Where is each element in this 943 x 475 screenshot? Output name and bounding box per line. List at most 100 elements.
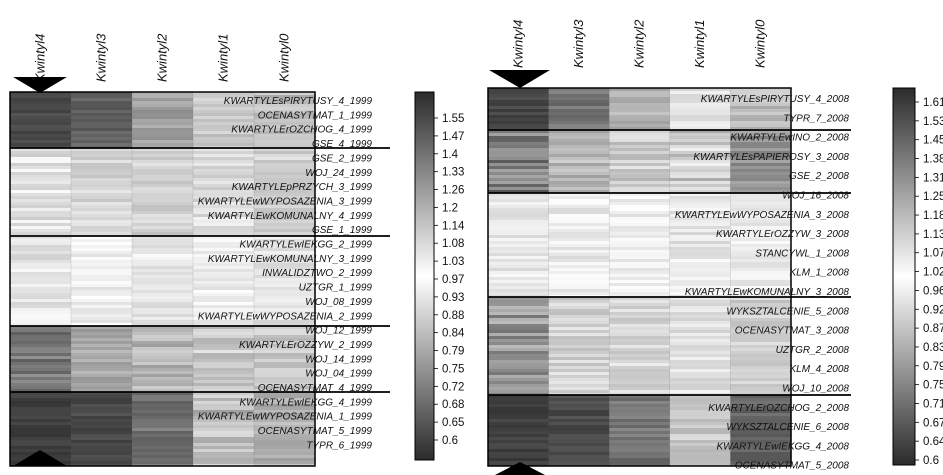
left-cell <box>132 398 194 402</box>
left-cell <box>254 217 316 221</box>
left-cell <box>254 464 316 467</box>
left-cell <box>254 290 316 294</box>
left-cell <box>254 169 316 173</box>
right-cell <box>669 443 731 447</box>
left-cell <box>71 92 133 96</box>
right-cell <box>548 157 610 161</box>
left-cell <box>254 208 316 212</box>
right-cell <box>669 115 731 119</box>
left-cell <box>10 208 72 212</box>
right-colorbar-tick-label: 0.87 <box>923 323 943 335</box>
right-cell <box>730 375 792 379</box>
right-cell <box>488 336 550 340</box>
left-row-label: WOJ_24_1999 <box>305 168 372 179</box>
left-cell <box>71 239 133 243</box>
right-cell <box>669 256 731 260</box>
left-cell <box>193 169 255 173</box>
right-cell <box>488 342 550 346</box>
right-cell <box>730 253 792 257</box>
left-cell <box>71 290 133 294</box>
right-cell <box>548 339 610 343</box>
left-cell <box>71 371 133 375</box>
right-cell <box>730 274 792 278</box>
left-cell <box>71 278 133 282</box>
right-cell <box>488 280 550 284</box>
left-cell <box>71 362 133 366</box>
right-cell <box>669 154 731 158</box>
right-cell <box>669 184 731 188</box>
right-cell <box>609 369 671 373</box>
right-cell <box>488 253 550 257</box>
right-cell <box>488 169 550 173</box>
left-cell <box>254 296 316 300</box>
right-cell <box>669 369 731 373</box>
right-cell <box>669 262 731 266</box>
right-cell <box>488 345 550 349</box>
left-cell <box>132 187 194 191</box>
right-cell <box>548 202 610 206</box>
right-cell <box>730 303 792 307</box>
left-cell <box>254 110 316 114</box>
right-cell <box>669 464 731 467</box>
left-cell <box>132 419 194 423</box>
left-cell <box>254 223 316 227</box>
right-cell <box>609 100 671 104</box>
right-cell <box>488 449 550 453</box>
left-cell <box>254 278 316 282</box>
right-cell <box>669 142 731 146</box>
left-cell <box>132 98 194 102</box>
left-cell <box>132 347 194 351</box>
left-cell <box>132 169 194 173</box>
left-cell <box>193 374 255 378</box>
left-cell <box>71 101 133 105</box>
left-cell <box>132 217 194 221</box>
right-column-label: Kwintyl3 <box>571 19 586 68</box>
right-cell <box>730 124 792 128</box>
right-cell <box>488 330 550 334</box>
right-cell <box>669 178 731 182</box>
left-colorbar-tick-label: 1.03 <box>442 256 464 268</box>
right-cell <box>730 223 792 227</box>
right-cell <box>488 160 550 164</box>
right-cell <box>548 181 610 185</box>
right-cell <box>488 175 550 179</box>
right-cell <box>488 211 550 215</box>
left-cell <box>254 154 316 158</box>
right-cell <box>669 124 731 128</box>
right-cell <box>669 413 731 417</box>
left-cell <box>71 311 133 315</box>
left-row-label: KWARTYLEwWYPOSAZENIA_3_1999 <box>198 196 373 207</box>
right-cell <box>609 196 671 200</box>
right-cell <box>609 413 671 417</box>
left-cell <box>10 187 72 191</box>
left-cell <box>71 413 133 417</box>
left-cell <box>10 287 72 291</box>
left-row-label: KWARTYLEwIEKGG_2_1999 <box>240 240 373 251</box>
left-cell <box>254 350 316 354</box>
right-cell <box>730 431 792 435</box>
left-row-label: KWARTYLEsPIRYTUSY_4_1999 <box>224 96 373 107</box>
right-cell <box>609 416 671 420</box>
right-cell <box>609 175 671 179</box>
right-cell <box>669 300 731 304</box>
right-cell <box>488 306 550 310</box>
left-cell <box>193 383 255 387</box>
left-cell <box>71 356 133 360</box>
left-cell <box>10 434 72 438</box>
left-cell <box>193 296 255 300</box>
right-cell <box>488 241 550 245</box>
right-row-label: KLM_1_2008 <box>790 268 850 279</box>
right-cell <box>488 133 550 137</box>
right-cell <box>609 250 671 254</box>
right-cell <box>730 354 792 358</box>
right-cell <box>730 88 792 92</box>
left-cell <box>254 151 316 155</box>
right-cell <box>730 250 792 254</box>
right-cell <box>488 315 550 319</box>
right-cell <box>609 404 671 408</box>
left-cell <box>132 353 194 357</box>
right-cell <box>609 357 671 361</box>
right-cell <box>730 449 792 453</box>
left-cell <box>10 416 72 420</box>
left-cell <box>254 104 316 108</box>
